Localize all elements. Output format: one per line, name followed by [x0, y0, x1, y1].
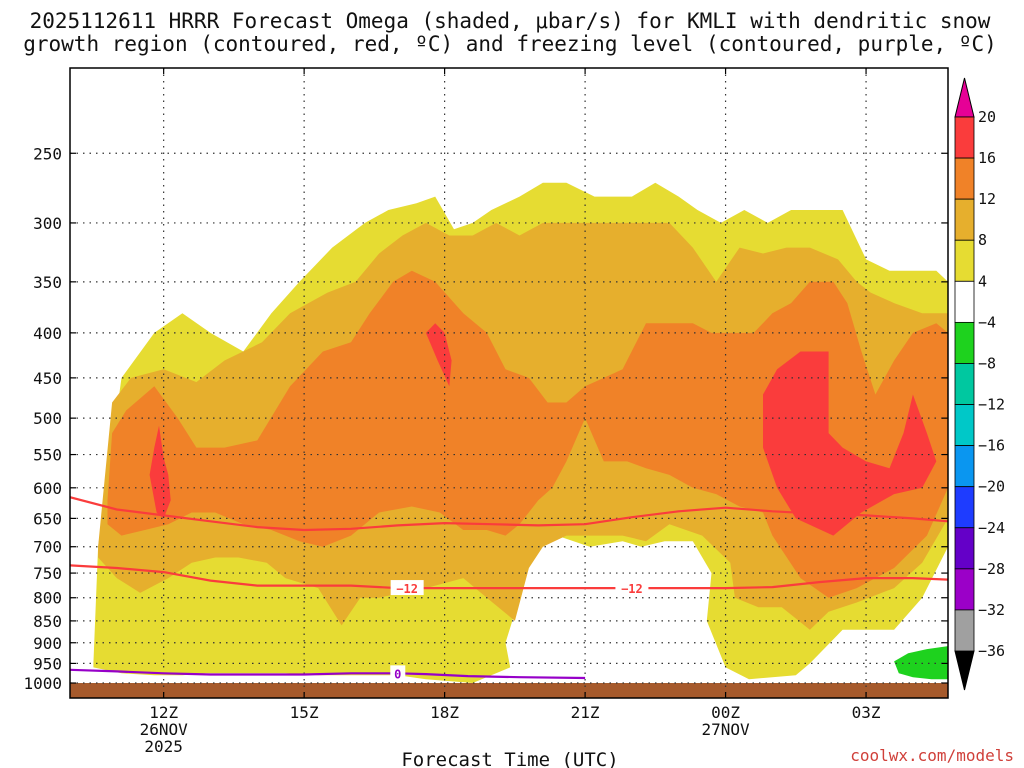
contour-label-freezing-level: 0 [394, 667, 401, 681]
chart-title: 2025112611 HRRR Forecast Omega (shaded, … [23, 9, 997, 56]
colorbar-arrow-top [954, 77, 975, 118]
colorbar-label--28: −28 [978, 560, 1005, 578]
y-tick-label-450: 450 [33, 369, 62, 388]
x-tick-label-24-0: 00Z [711, 703, 740, 722]
title-line-2: growth region (contoured, red, ºC) and f… [23, 32, 997, 56]
site-credit[interactable]: coolwx.com/models [850, 746, 1014, 765]
colorbar-bin-4 [954, 280, 975, 323]
omega-region-12-to-16 [107, 270, 948, 598]
omega-region-16-to-20 [763, 351, 937, 536]
colorbar-arrow-bottom [954, 650, 975, 691]
colorbar-bin--28 [954, 568, 975, 611]
x-tick-label-12-0: 12Z [149, 703, 178, 722]
contour-label-dendritic-bottom: −12 [621, 582, 643, 596]
colorbar-bin--8 [954, 363, 975, 405]
x-tick-label-15-0: 15Z [290, 703, 319, 722]
x-tick-label-27-0: 03Z [852, 703, 881, 722]
plot-area: −12 −12 0 [69, 67, 949, 699]
omega-region-16-to-20 [149, 425, 171, 519]
colorbar-label-4: 4 [978, 272, 987, 290]
colorbar-bin--32 [954, 609, 975, 652]
colorbar-label-12: 12 [978, 190, 996, 208]
colorbar-bin-16 [954, 157, 975, 200]
colorbar-bin--24 [954, 527, 975, 570]
contour-label-bg [390, 580, 424, 596]
colorbar-label--16: −16 [978, 437, 1005, 455]
title-line-1: 2025112611 HRRR Forecast Omega (shaded, … [30, 9, 991, 33]
x-tick-label-24-1: 27NOV [701, 720, 750, 739]
y-tick-label-400: 400 [33, 324, 62, 343]
colorbar-label--4: −4 [978, 313, 996, 331]
y-tick-label-700: 700 [33, 538, 62, 557]
omega-colorbar: 20 16 12 8 4 −4 −8 −12 −16 −20 −24 −28 −32 −36 [954, 77, 1005, 691]
omega-region--8-to--4 [894, 646, 948, 680]
colorbar-label-16: 16 [978, 149, 996, 167]
terrain-surface [70, 683, 948, 698]
colorbar-label-8: 8 [978, 231, 987, 249]
colorbar-bin-8 [954, 239, 975, 282]
colorbar-bin-12 [954, 198, 975, 241]
colorbar-bin--16 [954, 445, 975, 488]
colorbar-bin--12 [954, 404, 975, 447]
contour-freezing-level [70, 668, 586, 680]
shaded-fields [70, 182, 948, 698]
x-tick-label-12-1: 26NOV [140, 720, 189, 739]
colorbar-bin-20 [954, 116, 975, 159]
y-tick-label-650: 650 [33, 509, 62, 528]
contour-lines: −12 −12 0 [70, 496, 948, 681]
x-tick-label-12-2: 2025 [144, 737, 183, 756]
contour-label-dendritic-bottom: −12 [396, 582, 418, 596]
y-tick-label-500: 500 [33, 409, 62, 428]
y-tick-label-950: 950 [33, 654, 62, 673]
y-tick-label-250: 250 [33, 144, 62, 163]
contour-label-bg [615, 580, 649, 596]
colorbar-label--8: −8 [978, 354, 996, 372]
plot-frame [69, 67, 949, 699]
pressure-axis: 250 300 350 400 450 500 550 600 650 700 750 800 850 9… [23, 144, 948, 693]
y-tick-label-750: 750 [33, 564, 62, 583]
x-axis-title: Forecast Time (UTC) [401, 749, 618, 768]
y-tick-label-900: 900 [33, 634, 62, 653]
colorbar-label--36: −36 [978, 642, 1005, 660]
contour-dendritic-top [70, 496, 948, 532]
colorbar-label--12: −12 [978, 396, 1005, 414]
omega-region-16-to-20 [425, 323, 452, 387]
contour-dendritic-bottom [70, 564, 948, 590]
gridlines [70, 68, 948, 698]
y-tick-label-550: 550 [33, 446, 62, 465]
colorbar-label--32: −32 [978, 601, 1005, 619]
x-tick-label-21-0: 21Z [571, 703, 600, 722]
y-tick-label-1000: 1000 [23, 674, 62, 693]
x-tick-label-18-0: 18Z [430, 703, 459, 722]
y-tick-label-350: 350 [33, 273, 62, 292]
contour-label-bg [390, 665, 406, 681]
colorbar-label--20: −20 [978, 478, 1005, 496]
y-tick-label-800: 800 [33, 589, 62, 608]
colorbar-label--24: −24 [978, 519, 1005, 537]
colorbar-bin--20 [954, 486, 975, 529]
y-tick-label-300: 300 [33, 214, 62, 233]
y-tick-label-600: 600 [33, 479, 62, 498]
colorbar-label-20: 20 [978, 108, 996, 126]
y-tick-label-850: 850 [33, 612, 62, 631]
colorbar-bin--4 [954, 321, 975, 364]
